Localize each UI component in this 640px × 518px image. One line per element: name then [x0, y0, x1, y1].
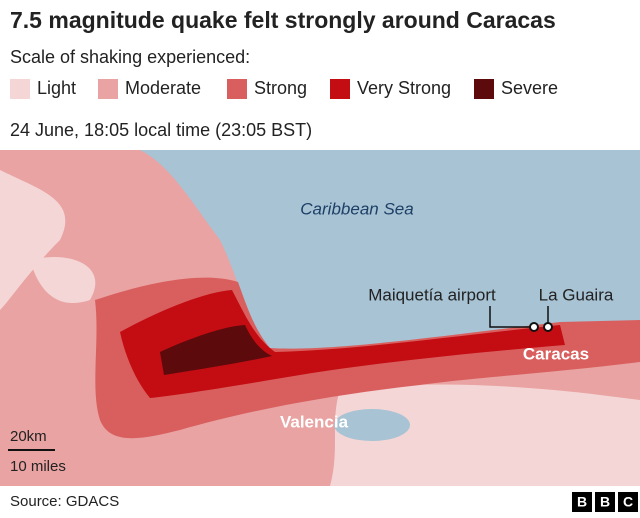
legend-label: Strong	[254, 78, 307, 98]
source: Source: GDACS	[10, 493, 119, 510]
subtitle: Scale of shaking experienced:	[10, 47, 250, 67]
scale-metric: 20km	[10, 428, 47, 445]
very-strong-area	[120, 290, 565, 398]
legend-label: Severe	[501, 78, 558, 98]
capital-label: Caracas	[523, 344, 589, 363]
logo-letter: B	[600, 494, 610, 510]
leader-line	[489, 306, 532, 328]
map: Caribbean Sea Maiquetía airport La Guair…	[0, 150, 640, 486]
legend-swatch	[474, 79, 494, 99]
legend: Light Moderate Strong Very Strong Severe	[10, 78, 558, 99]
airport-label: Maiquetía airport	[368, 285, 496, 304]
marker	[543, 322, 553, 332]
logo-box	[595, 492, 615, 512]
marker	[529, 322, 539, 332]
legend-swatch	[10, 79, 30, 99]
legend-swatch	[330, 79, 350, 99]
legend-label: Very Strong	[357, 78, 451, 98]
logo-box	[572, 492, 592, 512]
light-area	[0, 170, 640, 486]
logo-letter: C	[623, 494, 633, 510]
time-box	[0, 112, 350, 150]
legend-label: Moderate	[125, 78, 201, 98]
severe-area	[160, 325, 272, 375]
title: 7.5 magnitude quake felt strongly around…	[10, 7, 556, 33]
sea-label: Caribbean Sea	[300, 199, 413, 218]
scale-imperial: 10 miles	[10, 458, 66, 475]
lake	[334, 409, 410, 441]
city-label: Valencia	[280, 412, 349, 431]
timestamp: 24 June, 18:05 local time (23:05 BST)	[10, 120, 312, 140]
legend-label: Light	[37, 78, 76, 98]
legend-swatch	[227, 79, 247, 99]
port-label: La Guaira	[539, 285, 614, 304]
logo-letter: B	[577, 494, 587, 510]
logo-box	[618, 492, 638, 512]
legend-swatch	[98, 79, 118, 99]
